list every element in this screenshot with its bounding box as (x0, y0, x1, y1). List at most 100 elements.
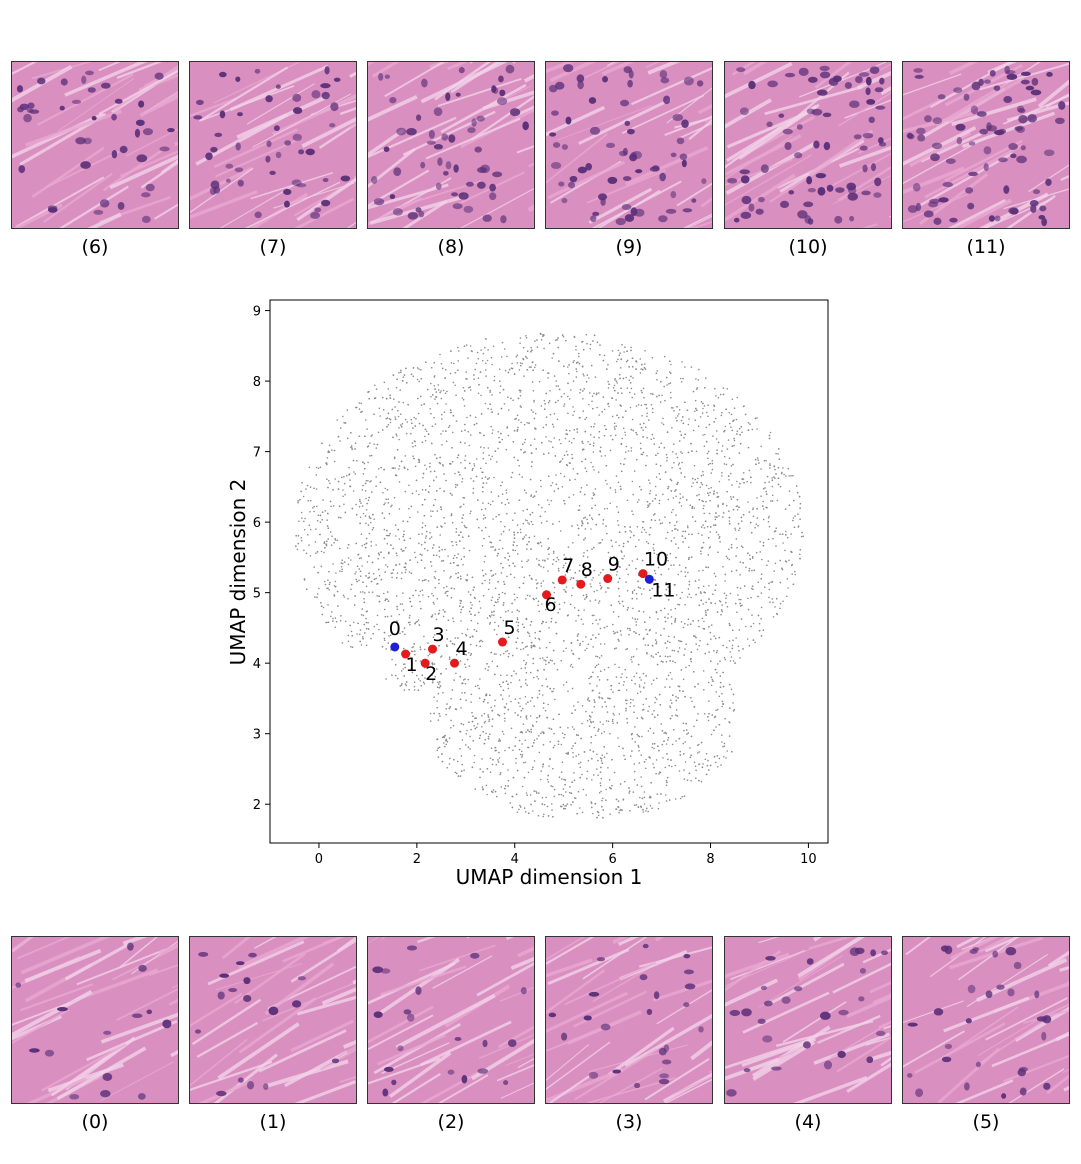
background-point (473, 586, 475, 588)
background-point (336, 590, 339, 593)
background-point (399, 389, 402, 391)
background-point (680, 472, 682, 474)
background-point (670, 372, 672, 375)
background-point (655, 610, 658, 613)
background-point (519, 716, 522, 718)
background-point (521, 743, 523, 745)
background-point (317, 514, 320, 516)
background-point (515, 757, 517, 760)
background-point (542, 657, 544, 659)
background-point (792, 517, 795, 519)
background-point (582, 640, 584, 643)
background-point (632, 429, 635, 432)
background-point (471, 604, 473, 606)
background-point (570, 594, 573, 597)
background-point (590, 364, 593, 367)
background-point (666, 781, 668, 784)
background-point (447, 426, 450, 429)
background-point (487, 447, 490, 449)
background-point (518, 610, 520, 613)
background-point (596, 341, 599, 344)
background-point (643, 796, 646, 799)
background-point (452, 414, 455, 417)
background-point (626, 359, 629, 362)
background-point (556, 418, 559, 421)
background-point (632, 513, 634, 516)
background-point (665, 678, 668, 680)
background-point (630, 428, 633, 431)
background-point (305, 588, 308, 591)
background-point (751, 587, 753, 590)
background-point (732, 463, 734, 466)
background-point (514, 599, 516, 601)
background-point (426, 530, 428, 533)
background-point (524, 438, 527, 441)
background-point (529, 624, 532, 626)
background-point (572, 577, 575, 579)
background-point (625, 445, 628, 448)
background-point (640, 488, 642, 491)
background-point (443, 587, 445, 589)
background-point (304, 517, 306, 520)
background-point (704, 758, 707, 761)
background-point (576, 639, 579, 641)
background-point (760, 592, 763, 594)
background-point (540, 545, 543, 547)
background-point (557, 487, 560, 490)
background-point (641, 717, 644, 720)
background-point (560, 743, 563, 746)
background-point (678, 564, 681, 566)
background-point (486, 663, 488, 665)
background-point (701, 617, 704, 620)
background-point (775, 545, 777, 547)
background-point (482, 452, 485, 454)
background-point (499, 385, 502, 387)
background-point (497, 759, 499, 761)
background-point (438, 546, 441, 548)
background-point (609, 813, 611, 815)
background-point (440, 433, 442, 435)
background-point (401, 550, 404, 552)
background-point (487, 588, 490, 591)
background-point (444, 611, 446, 613)
background-point (438, 461, 441, 464)
background-point (654, 497, 656, 500)
background-point (433, 385, 436, 387)
background-point (688, 533, 690, 535)
background-point (715, 584, 717, 586)
background-point (712, 493, 715, 495)
background-point (610, 787, 612, 790)
background-point (499, 773, 502, 776)
background-point (374, 384, 376, 387)
background-point (488, 666, 490, 668)
background-point (700, 741, 703, 744)
background-point (671, 743, 674, 746)
background-point (520, 667, 523, 670)
background-point (584, 649, 586, 652)
background-point (734, 527, 736, 530)
background-point (598, 392, 600, 394)
background-point (550, 484, 552, 487)
background-point (596, 816, 598, 819)
background-point (433, 576, 436, 578)
background-point (578, 362, 581, 365)
background-point (549, 601, 551, 604)
background-point (532, 662, 534, 665)
background-point (417, 397, 419, 400)
background-point (442, 615, 445, 618)
background-point (660, 660, 663, 663)
background-point (444, 522, 446, 524)
background-point (551, 482, 554, 484)
background-point (604, 424, 606, 427)
background-point (658, 595, 661, 598)
background-point (645, 628, 647, 631)
background-point (526, 718, 528, 720)
background-point (613, 426, 616, 428)
background-point (770, 581, 772, 583)
background-point (524, 451, 526, 453)
background-point (582, 442, 584, 445)
background-point (408, 617, 411, 619)
background-point (606, 368, 608, 370)
background-point (749, 558, 751, 560)
background-point (385, 598, 387, 600)
